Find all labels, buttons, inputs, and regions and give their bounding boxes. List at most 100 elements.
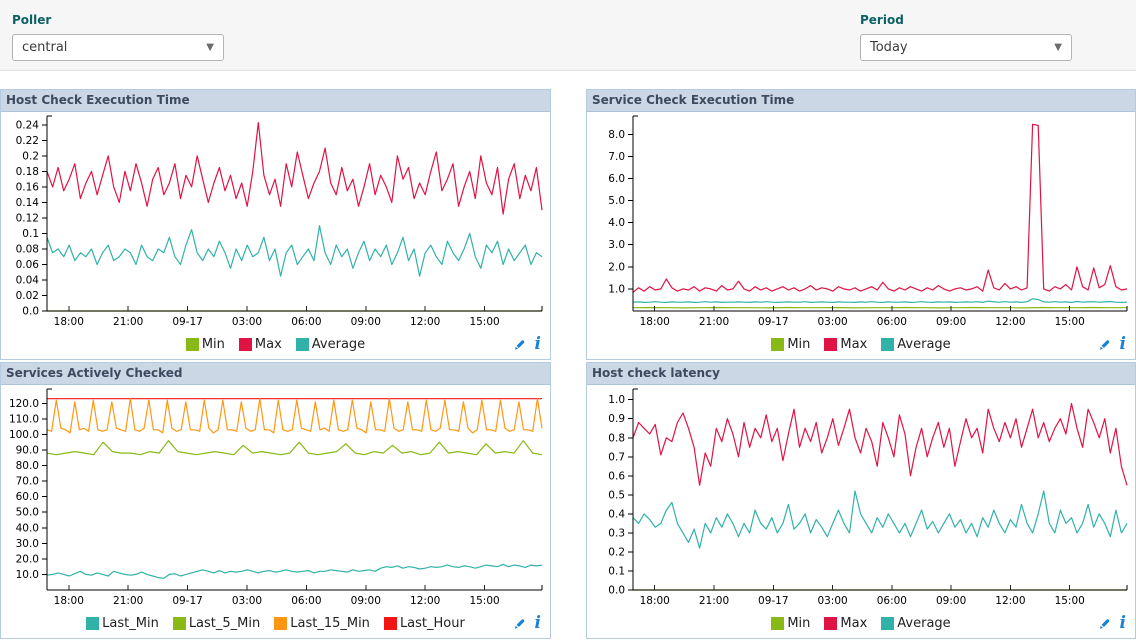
chart-legend: Min Max Average <box>764 615 957 634</box>
poller-select[interactable]: central ▼ <box>12 34 224 61</box>
svg-text:06:00: 06:00 <box>877 316 907 328</box>
svg-text:0.2: 0.2 <box>608 546 625 558</box>
svg-text:09-17: 09-17 <box>172 595 203 607</box>
svg-text:0.5: 0.5 <box>608 489 625 501</box>
svg-text:03:00: 03:00 <box>817 595 847 607</box>
svg-text:21:00: 21:00 <box>113 595 143 607</box>
svg-text:80.0: 80.0 <box>16 460 39 472</box>
info-icon[interactable]: i <box>534 334 541 354</box>
svg-text:120.0: 120.0 <box>9 398 39 410</box>
legend-item-last_5_min[interactable]: Last_5_Min <box>172 616 260 631</box>
legend-label: Average <box>311 337 366 352</box>
legend-swatch <box>824 617 838 630</box>
svg-text:100.0: 100.0 <box>9 429 39 441</box>
poller-filter: Poller central ▼ <box>12 13 224 70</box>
svg-text:0.3: 0.3 <box>608 527 625 539</box>
legend-item-min[interactable]: Min <box>771 337 810 352</box>
legend-item-max[interactable]: Max <box>824 337 867 352</box>
legend-label: Min <box>787 616 811 631</box>
legend-swatch <box>771 338 785 351</box>
chart-actions: i <box>513 334 541 354</box>
edit-icon[interactable] <box>513 337 527 352</box>
legend-swatch <box>295 338 309 351</box>
chart-actions: i <box>1098 613 1126 633</box>
edit-icon[interactable] <box>513 616 527 631</box>
legend-label: Max <box>840 616 868 631</box>
period-select[interactable]: Today ▼ <box>860 34 1072 61</box>
svg-text:09-17: 09-17 <box>758 595 789 607</box>
legend-item-last_hour[interactable]: Last_Hour <box>383 616 465 631</box>
period-filter: Period Today ▼ <box>860 13 1072 70</box>
svg-text:06:00: 06:00 <box>291 595 321 607</box>
svg-text:06:00: 06:00 <box>291 316 321 328</box>
info-icon[interactable]: i <box>534 613 541 633</box>
host-check-latency-chart[interactable]: 0.0 0.1 0.2 0.3 0.4 0.5 0.6 0.7 0.8 0.9 1.0 18:00 21… <box>587 385 1135 611</box>
legend-label: Last_Min <box>102 616 159 631</box>
poller-selected-value: central <box>22 40 68 55</box>
legend-swatch <box>172 617 186 630</box>
svg-text:15:00: 15:00 <box>469 595 499 607</box>
legend-swatch <box>238 338 252 351</box>
chart-footer: Last_Min Last_5_Min Last_15_Min Last_Hour i <box>1 611 550 638</box>
info-icon[interactable]: i <box>1119 334 1126 354</box>
legend-swatch <box>86 617 100 630</box>
svg-text:0.4: 0.4 <box>608 508 625 520</box>
chart-title: Service Check Execution Time <box>587 90 1135 112</box>
chart-panel-service-check-execution-time: Service Check Execution Time 1.0 2.0 3.0 4.… <box>586 89 1136 360</box>
services-actively-checked-chart[interactable]: 10.0 20.0 30.0 40.0 50.0 60.0 70.0 80.0 90.0 100.… <box>1 385 550 611</box>
svg-text:6.0: 6.0 <box>608 173 625 185</box>
svg-text:8.0: 8.0 <box>608 129 625 141</box>
svg-text:06:00: 06:00 <box>877 595 907 607</box>
svg-text:09-17: 09-17 <box>758 316 789 328</box>
legend-item-max[interactable]: Max <box>824 616 867 631</box>
svg-text:09:00: 09:00 <box>351 316 381 328</box>
svg-text:12:00: 12:00 <box>995 316 1025 328</box>
legend-item-last_15_min[interactable]: Last_15_Min <box>274 616 370 631</box>
svg-text:0.16: 0.16 <box>16 181 40 193</box>
svg-text:0.22: 0.22 <box>16 135 39 147</box>
legend-label: Min <box>201 337 225 352</box>
chart-legend: Min Max Average <box>179 336 372 355</box>
legend-item-average[interactable]: Average <box>881 616 951 631</box>
svg-text:110.0: 110.0 <box>9 413 39 425</box>
chevron-down-icon: ▼ <box>1054 42 1062 53</box>
svg-text:1.0: 1.0 <box>608 394 625 406</box>
edit-icon[interactable] <box>1098 616 1112 631</box>
host-check-execution-time-chart[interactable]: 0.0 0.02 0.04 0.06 0.08 0.1 0.12 0.14 0.16 0.18 0.… <box>1 112 550 332</box>
svg-text:0.9: 0.9 <box>608 413 625 425</box>
legend-item-min[interactable]: Min <box>185 337 225 352</box>
svg-text:12:00: 12:00 <box>410 316 440 328</box>
svg-text:15:00: 15:00 <box>1055 595 1085 607</box>
chart-actions: i <box>1098 334 1126 354</box>
poller-label: Poller <box>12 13 52 27</box>
legend-item-average[interactable]: Average <box>881 337 951 352</box>
edit-icon[interactable] <box>1098 337 1112 352</box>
chart-panel-host-check-execution-time: Host Check Execution Time 0.0 0.02 0.04 0.0… <box>0 89 551 360</box>
svg-text:15:00: 15:00 <box>1055 316 1085 328</box>
legend-swatch <box>383 617 397 630</box>
chart-footer: Min Max Average i <box>587 611 1135 638</box>
svg-text:90.0: 90.0 <box>16 445 39 457</box>
legend-item-last_min[interactable]: Last_Min <box>86 616 159 631</box>
svg-text:09:00: 09:00 <box>936 595 966 607</box>
svg-text:0.14: 0.14 <box>16 197 40 209</box>
chart-footer: Min Max Average i <box>587 332 1135 359</box>
info-icon[interactable]: i <box>1119 613 1126 633</box>
legend-item-min[interactable]: Min <box>771 616 810 631</box>
svg-text:21:00: 21:00 <box>699 316 729 328</box>
period-label: Period <box>860 13 904 27</box>
svg-text:21:00: 21:00 <box>699 595 729 607</box>
svg-text:0.1: 0.1 <box>608 565 625 577</box>
svg-text:03:00: 03:00 <box>232 595 262 607</box>
svg-text:60.0: 60.0 <box>16 491 39 503</box>
svg-text:09:00: 09:00 <box>351 595 381 607</box>
svg-text:30.0: 30.0 <box>16 538 39 550</box>
legend-label: Min <box>787 337 811 352</box>
svg-text:7.0: 7.0 <box>608 151 625 163</box>
service-check-execution-time-chart[interactable]: 1.0 2.0 3.0 4.0 5.0 6.0 7.0 8.0 18:00 21:00 09-17 0… <box>587 112 1135 332</box>
svg-text:09-17: 09-17 <box>172 316 203 328</box>
period-selected-value: Today <box>870 40 908 55</box>
legend-item-average[interactable]: Average <box>295 337 366 352</box>
legend-item-max[interactable]: Max <box>238 337 282 352</box>
legend-label: Max <box>840 337 868 352</box>
